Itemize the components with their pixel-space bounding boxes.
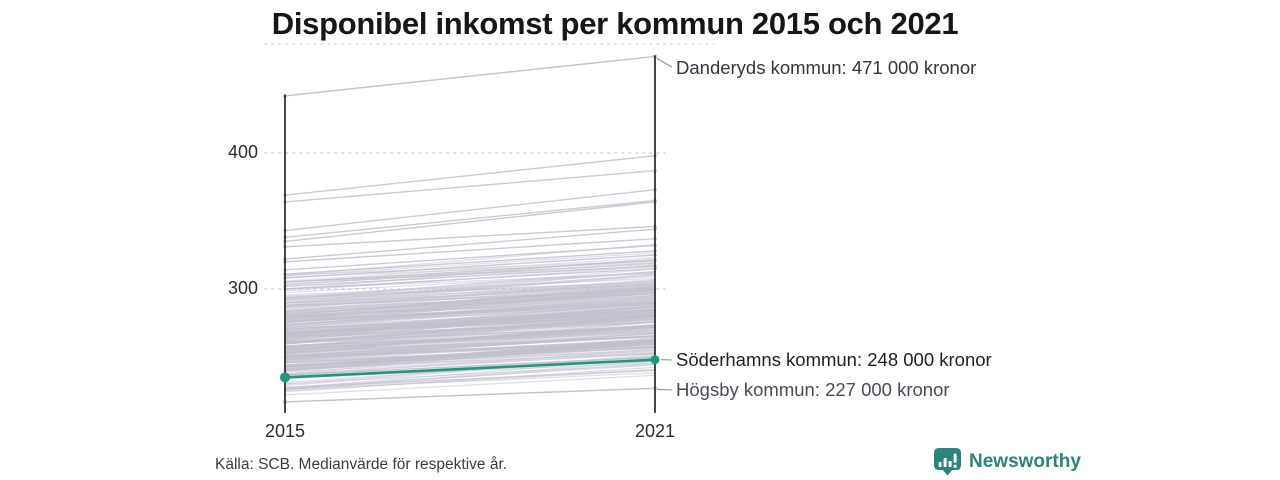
soderhamn-dot-2015 — [280, 372, 290, 383]
municipality-line — [284, 352, 656, 375]
municipality-line — [284, 305, 656, 326]
outlier-line — [284, 265, 656, 287]
outlier-line — [284, 267, 656, 290]
x-tick-label-2015: 2015 — [264, 421, 306, 441]
danderyd-line — [284, 55, 656, 97]
municipality-line — [284, 252, 656, 277]
y-tick-label-400: 400 — [227, 142, 258, 162]
outlier-line — [284, 244, 656, 271]
municipality-line — [284, 260, 656, 276]
annotation-danderyd: Danderyds kommun: 471 000 kronor — [676, 57, 977, 78]
municipality-line — [284, 372, 656, 390]
municipality-line — [284, 305, 656, 340]
municipality-line — [284, 326, 656, 349]
outlier-line — [284, 155, 656, 196]
connector-danderyd — [656, 57, 673, 68]
connector-hogsby — [656, 388, 673, 391]
x-tick-label-2021: 2021 — [634, 421, 676, 441]
municipality-line — [284, 315, 656, 345]
outlier-line — [284, 169, 656, 203]
municipality-line — [284, 369, 656, 392]
municipality-line — [284, 348, 656, 371]
municipality-line — [284, 274, 656, 306]
municipality-line — [284, 338, 656, 369]
municipality-line — [284, 313, 656, 338]
outlier-line — [284, 225, 656, 248]
annotation-hogsby: Högsby kommun: 227 000 kronor — [676, 379, 950, 400]
annotation-soderhamn: Söderhamns kommun: 248 000 kronor — [676, 349, 992, 370]
outlier-line — [284, 228, 656, 260]
newsworthy-logo[interactable]: Newsworthy — [934, 448, 1081, 476]
municipality-line — [284, 356, 656, 376]
chart-title: Disponibel inkomst per kommun 2015 och 2… — [271, 6, 959, 41]
outlier-line — [284, 254, 656, 279]
municipality-line — [284, 281, 656, 297]
municipality-line — [284, 309, 656, 330]
outlier-line — [284, 201, 656, 243]
source-note: Källa: SCB. Medianvärde för respektive å… — [215, 456, 508, 473]
municipality-line — [284, 335, 656, 359]
soderhamn-line — [284, 358, 656, 379]
municipality-line — [284, 304, 656, 322]
outlier-line — [284, 250, 656, 275]
municipality-line — [284, 325, 656, 345]
outlier-line — [284, 237, 656, 263]
newsworthy-wordmark: Newsworthy — [969, 451, 1081, 472]
municipality-line — [284, 294, 656, 322]
municipality-line — [284, 342, 656, 359]
outlier-line — [284, 189, 656, 232]
municipality-line — [284, 363, 656, 385]
municipality-line — [284, 340, 656, 370]
municipality-line — [284, 364, 656, 389]
municipality-line — [284, 328, 656, 350]
municipality-line — [284, 337, 656, 361]
municipality-line — [284, 288, 656, 307]
outlier-line — [284, 259, 656, 283]
municipality-line — [284, 289, 656, 308]
municipality-line — [284, 332, 656, 357]
municipality-line — [284, 291, 656, 314]
newsworthy-icon — [934, 448, 961, 476]
soderhamn-dot-2021 — [650, 355, 660, 365]
municipality-line — [284, 341, 656, 375]
municipality-line — [284, 374, 656, 396]
municipality-line — [284, 289, 656, 321]
outlier-line — [284, 199, 656, 239]
municipality-line — [284, 305, 656, 332]
y-tick-label-300: 300 — [227, 278, 258, 298]
hogsby-line — [284, 387, 656, 403]
